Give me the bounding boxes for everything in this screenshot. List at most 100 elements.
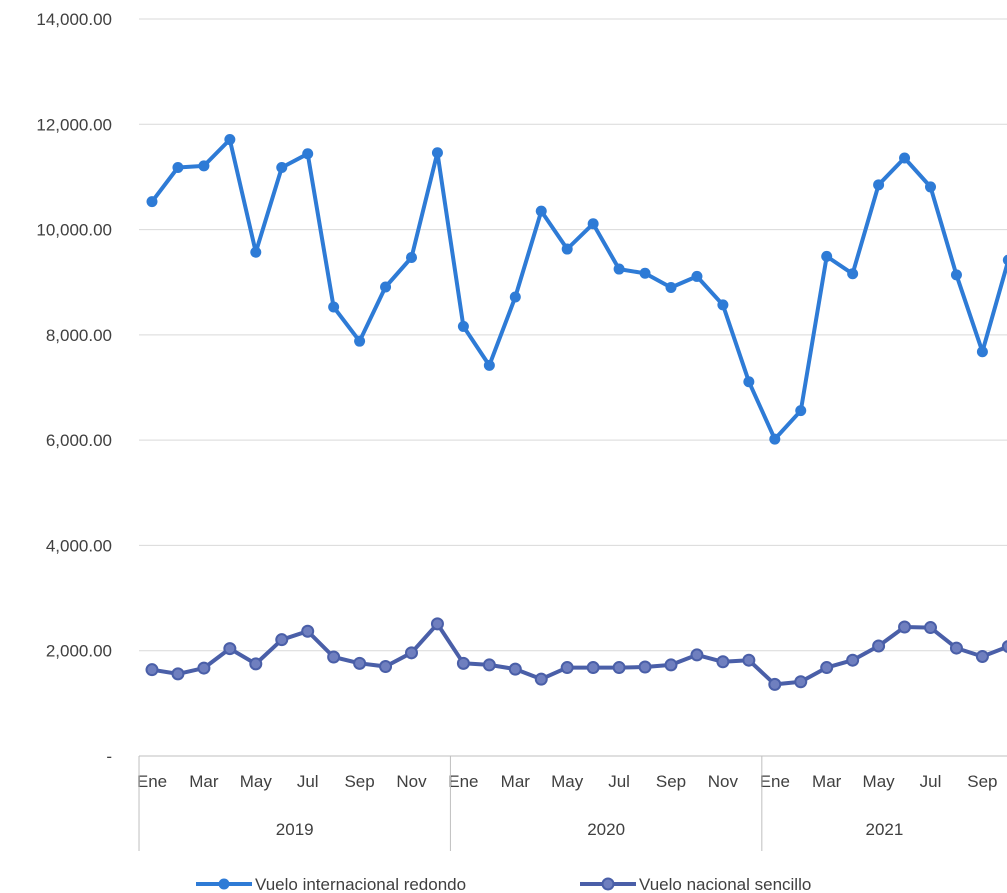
data-point	[587, 218, 599, 230]
data-point	[405, 646, 418, 660]
data-point	[821, 250, 833, 262]
x-tick-label: Mar	[501, 772, 531, 791]
data-point	[1001, 640, 1007, 653]
data-point	[197, 661, 211, 675]
data-point	[613, 263, 625, 275]
y-tick-label: 2,000.00	[46, 642, 112, 661]
data-point	[198, 160, 210, 172]
y-axis: - 2,000.00 4,000.00 6,000.00 8,000.00 10,000.…	[36, 10, 112, 766]
data-point	[717, 299, 729, 311]
data-point	[534, 672, 548, 686]
data-point	[950, 269, 962, 281]
x-tick-label: Nov	[708, 772, 739, 791]
data-point	[509, 291, 521, 303]
data-point	[639, 267, 651, 279]
legend-label: Vuelo internacional redondo	[255, 875, 466, 893]
data-point	[924, 621, 937, 635]
y-tick-label: 6,000.00	[46, 431, 112, 450]
gridlines	[139, 18, 1007, 652]
data-point	[691, 270, 703, 282]
x-tick-label: Mar	[189, 772, 219, 791]
legend: Vuelo internacional redondo Vuelo naciona…	[196, 875, 811, 893]
data-point	[872, 639, 886, 653]
x-tick-label: May	[551, 772, 584, 791]
data-point	[898, 620, 912, 634]
x-axis: Ene Mar May Jul Sep Nov Ene Mar May Jul Sep Nov Ene M…	[137, 755, 1007, 851]
x-tick-label: Sep	[344, 772, 374, 791]
data-point	[224, 134, 236, 146]
x-tick-label: Sep	[967, 772, 997, 791]
data-point	[146, 196, 158, 208]
data-point	[276, 161, 288, 173]
data-point	[925, 181, 936, 193]
data-point	[873, 179, 885, 191]
x-tick-label: Ene	[448, 772, 478, 791]
data-point	[742, 653, 756, 667]
legend-item-1: Vuelo internacional redondo	[196, 875, 466, 893]
year-label: 2019	[276, 820, 314, 839]
x-tick-label: May	[240, 772, 273, 791]
data-point	[430, 617, 444, 631]
series-1	[146, 134, 1007, 445]
x-tick-label: Jul	[920, 772, 942, 791]
data-point	[976, 346, 988, 358]
data-point	[664, 658, 678, 672]
data-point	[249, 657, 263, 671]
x-tick-label: Ene	[760, 772, 790, 791]
data-point	[612, 661, 626, 675]
y-tick-label: 14,000.00	[36, 10, 112, 29]
data-point	[665, 281, 677, 293]
y-tick-label: 8,000.00	[46, 326, 112, 345]
data-point	[847, 268, 859, 280]
x-tick-label: Ene	[137, 772, 167, 791]
x-tick-label: May	[863, 772, 896, 791]
series-line	[150, 621, 1007, 687]
data-point	[899, 152, 911, 164]
x-tick-label: Jul	[297, 772, 319, 791]
legend-swatch-marker	[601, 877, 615, 891]
y-tick-label: 4,000.00	[46, 536, 112, 555]
data-point	[975, 650, 989, 664]
data-point	[250, 246, 262, 258]
series-line	[150, 137, 1007, 442]
data-point	[638, 660, 652, 674]
series-2	[145, 617, 1007, 691]
legend-label: Vuelo nacional sencillo	[639, 875, 811, 893]
data-point	[586, 661, 600, 675]
data-point	[431, 147, 443, 159]
y-tick-label: 10,000.00	[36, 221, 112, 240]
data-point	[223, 642, 237, 656]
legend-item-2: Vuelo nacional sencillo	[580, 875, 811, 893]
data-point	[795, 405, 807, 417]
y-tick-label: -	[106, 747, 112, 766]
data-point	[379, 660, 393, 674]
year-label: 2020	[587, 820, 625, 839]
data-point	[406, 251, 417, 263]
data-point	[769, 433, 781, 445]
data-point	[456, 656, 470, 670]
data-point	[483, 359, 495, 371]
data-point	[508, 662, 522, 676]
data-point	[561, 243, 573, 255]
data-point	[820, 661, 834, 675]
data-point	[301, 624, 315, 638]
data-point	[457, 320, 469, 332]
series-group	[145, 134, 1007, 691]
x-tick-label: Sep	[656, 772, 686, 791]
data-point	[743, 376, 755, 388]
data-point	[327, 650, 341, 664]
legend-swatch-marker	[218, 878, 230, 890]
data-point	[172, 161, 184, 173]
data-point	[354, 335, 366, 347]
data-point	[171, 667, 185, 681]
data-point	[482, 658, 496, 672]
data-point	[949, 641, 963, 655]
data-point	[145, 663, 159, 677]
x-tick-label: Nov	[396, 772, 427, 791]
x-tick-label: Mar	[812, 772, 842, 791]
data-point	[328, 301, 340, 313]
x-tick-label: Jul	[608, 772, 630, 791]
data-point	[690, 648, 704, 662]
data-point	[560, 661, 574, 675]
